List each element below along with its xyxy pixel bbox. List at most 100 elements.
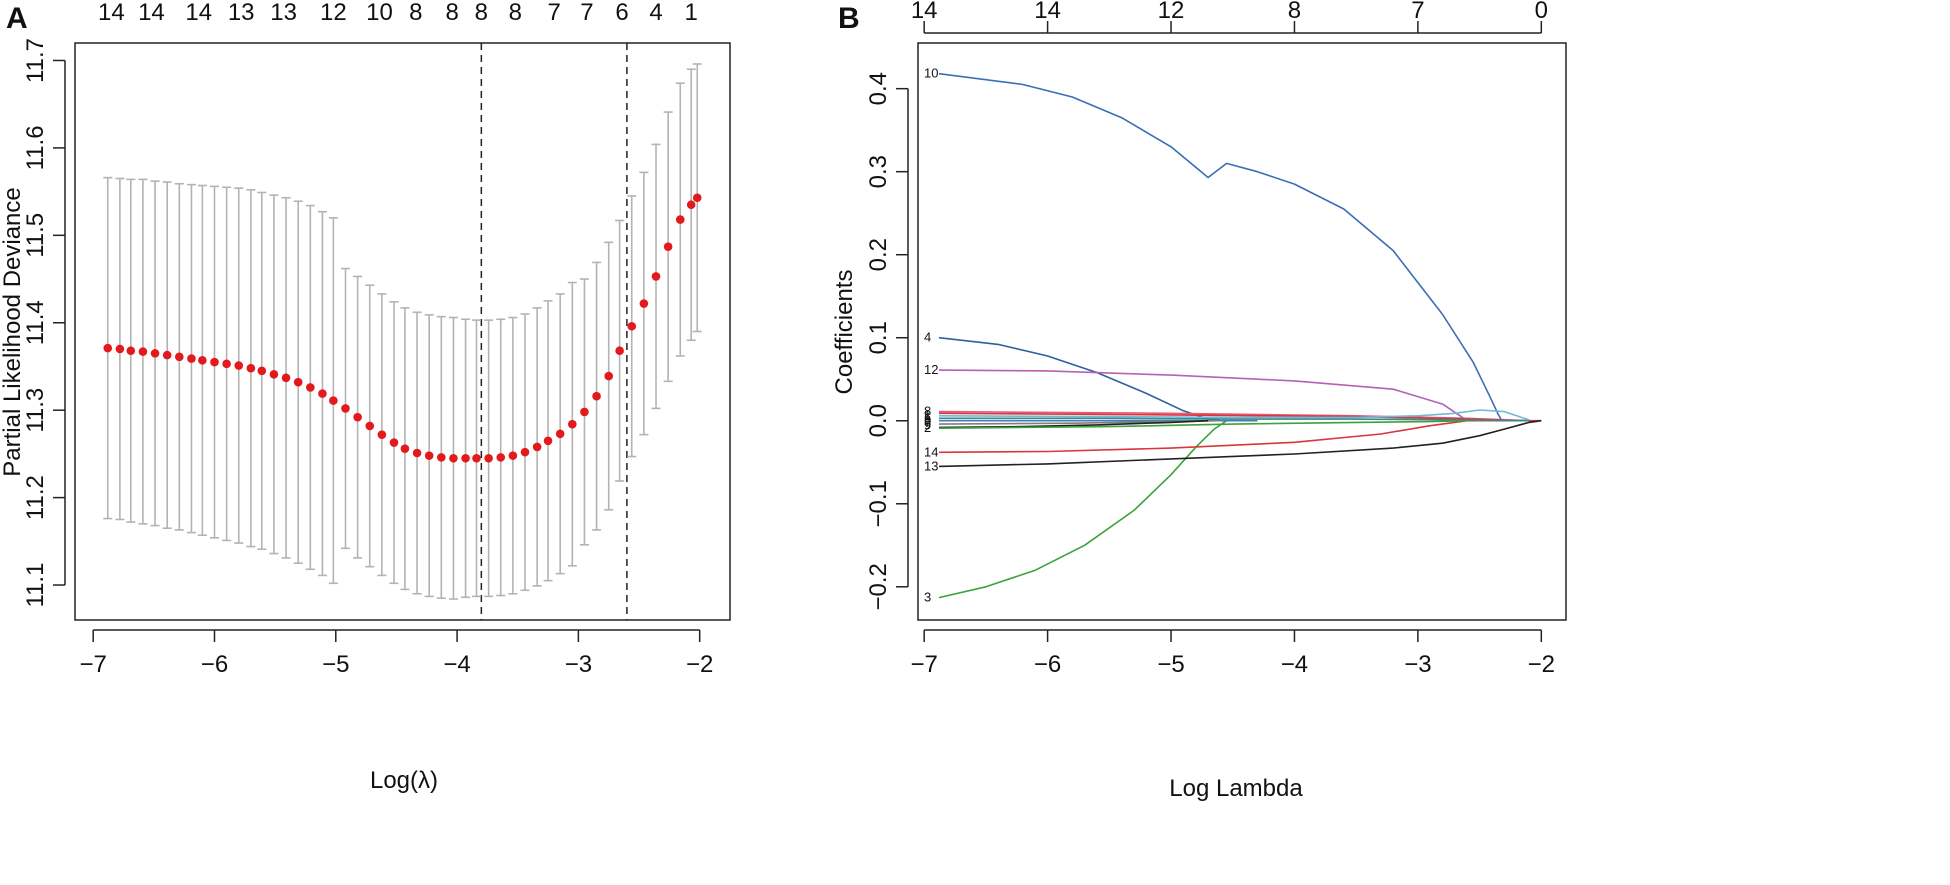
panel-a-top-label: 13 — [228, 0, 255, 26]
panel-a-point — [692, 193, 702, 203]
panel-a-point — [424, 451, 434, 460]
panel-a-top-label: 4 — [649, 0, 662, 26]
panel-a-y-tick-label: 11.6 — [22, 125, 49, 170]
panel-b-x-tick-label: −6 — [1034, 651, 1061, 678]
panel-b-path-10 — [938, 72, 1503, 422]
panel-a-top-label: 8 — [409, 0, 422, 26]
panel-a-point — [126, 346, 136, 356]
panel-b-top-label: 7 — [1411, 0, 1424, 24]
panel-a-y-tick-label: 11.5 — [22, 213, 49, 258]
panel-a-point — [472, 453, 481, 463]
panel-a-top-label: 6 — [615, 0, 628, 26]
panel-a-top-label: 14 — [185, 0, 212, 26]
panel-b-path-label-1: 1 — [924, 408, 931, 423]
panel-a-point — [222, 359, 231, 369]
panel-a-point — [592, 391, 601, 401]
panel-a-point — [318, 389, 327, 398]
panel-b-top-axis: 14 14 12 8 7 0 — [911, 0, 1548, 34]
panel-a-points — [103, 193, 702, 463]
panel-b-y-axis-title: Coefficients — [831, 270, 858, 395]
panel-a-point — [150, 349, 160, 358]
panel-a-reference-lines — [480, 43, 628, 620]
panel-a-point — [281, 373, 291, 383]
panel-b-x-tick-label: −5 — [1157, 651, 1184, 678]
panel-a-point — [246, 363, 256, 373]
panel-b-top-label: 0 — [1535, 0, 1548, 24]
panel-a-point — [400, 444, 410, 453]
panel-a-point — [675, 215, 685, 224]
panel-b-path-label-9: 9 — [924, 418, 931, 433]
panel-b-path-11 — [938, 419, 1468, 429]
panel-b-x-tick-label: −2 — [1528, 651, 1555, 678]
panel-a-point — [412, 448, 422, 458]
panel-b-path-label-8: 8 — [924, 404, 931, 419]
panel-a-point — [187, 354, 196, 363]
panel-b-y-tick-label: 0.0 — [865, 404, 892, 437]
panel-b-path-12 — [938, 369, 1468, 422]
panel-a-error-bars — [103, 63, 702, 600]
panel-a-x-tick-label: −6 — [201, 651, 228, 678]
panel-a-top-label: 14 — [138, 0, 165, 26]
panel-a-point — [604, 371, 614, 381]
panel-b-top-label: 8 — [1288, 0, 1301, 24]
panel-a-point — [532, 442, 542, 452]
panel-a-y-tick-label: 11.3 — [22, 388, 49, 433]
panel-b-path-label-4: 4 — [924, 330, 931, 345]
panel-a-point — [580, 407, 589, 417]
panel-a-y-tick-label: 11.7 — [22, 38, 49, 83]
panel-a-point — [627, 321, 637, 331]
panel-a-top-axis: 14 14 14 13 13 12 10 8 8 8 8 7 7 6 4 1 — [98, 0, 698, 26]
panel-a-point — [198, 356, 207, 365]
panel-b-coefficient-paths — [938, 72, 1542, 599]
panel-b-path-label-7: 7 — [924, 415, 931, 430]
panel-a-point — [138, 347, 148, 356]
panel-a-top-label: 12 — [320, 0, 347, 26]
panel-b-x-axis-title: Log Lambda — [1169, 775, 1303, 802]
panel-b-x-tick-label: −4 — [1281, 651, 1308, 678]
panel-a-point — [555, 429, 565, 439]
panel-b-path-label-14: 14 — [924, 444, 938, 459]
panel-a-y-axis-title: Partial Likelihood Deviance — [0, 187, 26, 477]
panel-b-y-tick-label: −0.2 — [865, 563, 892, 610]
panel-a-y-tick-label: 11.4 — [22, 300, 49, 345]
panel-a-point — [103, 343, 113, 353]
panel-a-top-label: 7 — [547, 0, 560, 26]
panel-b-y-tick-label: 0.1 — [865, 321, 892, 354]
panel-b-y-tick-label: 0.3 — [865, 155, 892, 188]
panel-a-point — [210, 357, 219, 367]
panel-a-top-label: 1 — [685, 0, 698, 26]
panel-a-point — [257, 366, 267, 376]
panel-a-point — [365, 421, 375, 431]
panel-a-top-label: 8 — [475, 0, 488, 26]
panel-a-x-tick-label: −7 — [80, 651, 107, 678]
panel-b-x-axis: −7 −6 −5 −4 −3 −2 — [910, 629, 1555, 678]
panel-a-point — [484, 453, 493, 463]
panel-b-path-label-13: 13 — [924, 458, 938, 473]
panel-a-y-tick-label: 11.1 — [22, 563, 49, 608]
panel-b-path-label-10: 10 — [924, 66, 938, 81]
panel-a-top-label: 14 — [98, 0, 125, 26]
panel-b-y-axis: −0.2 −0.1 0.0 0.1 0.2 0.3 0.4 — [865, 72, 909, 610]
panel-a-point — [377, 430, 387, 439]
panel-a-top-label: 8 — [446, 0, 459, 26]
panel-b-y-tick-label: −0.1 — [865, 480, 892, 527]
panel-a-point — [568, 419, 577, 429]
panel-b-path-2 — [938, 419, 1209, 429]
panel-b-plot-frame — [917, 42, 1567, 621]
panel-a-x-tick-label: −2 — [686, 651, 713, 678]
panel-a-point — [437, 453, 446, 462]
panel-b-y-tick-label: 0.2 — [865, 238, 892, 271]
panel-a-point — [341, 404, 350, 413]
panel-b-path-label-5: 5 — [924, 410, 931, 425]
panel-b-x-tick-label: −7 — [910, 651, 937, 678]
panel-a-point — [353, 412, 362, 422]
panel-a-point — [639, 299, 649, 308]
panel-a-top-label: 8 — [509, 0, 522, 26]
panel-a-point — [508, 451, 518, 460]
panel-b-top-label: 12 — [1158, 0, 1185, 24]
panel-b-letter: B — [838, 2, 860, 35]
panel-a-point — [162, 350, 172, 360]
panel-a-top-label: 10 — [366, 0, 393, 26]
panel-b-path-14 — [938, 419, 1542, 454]
